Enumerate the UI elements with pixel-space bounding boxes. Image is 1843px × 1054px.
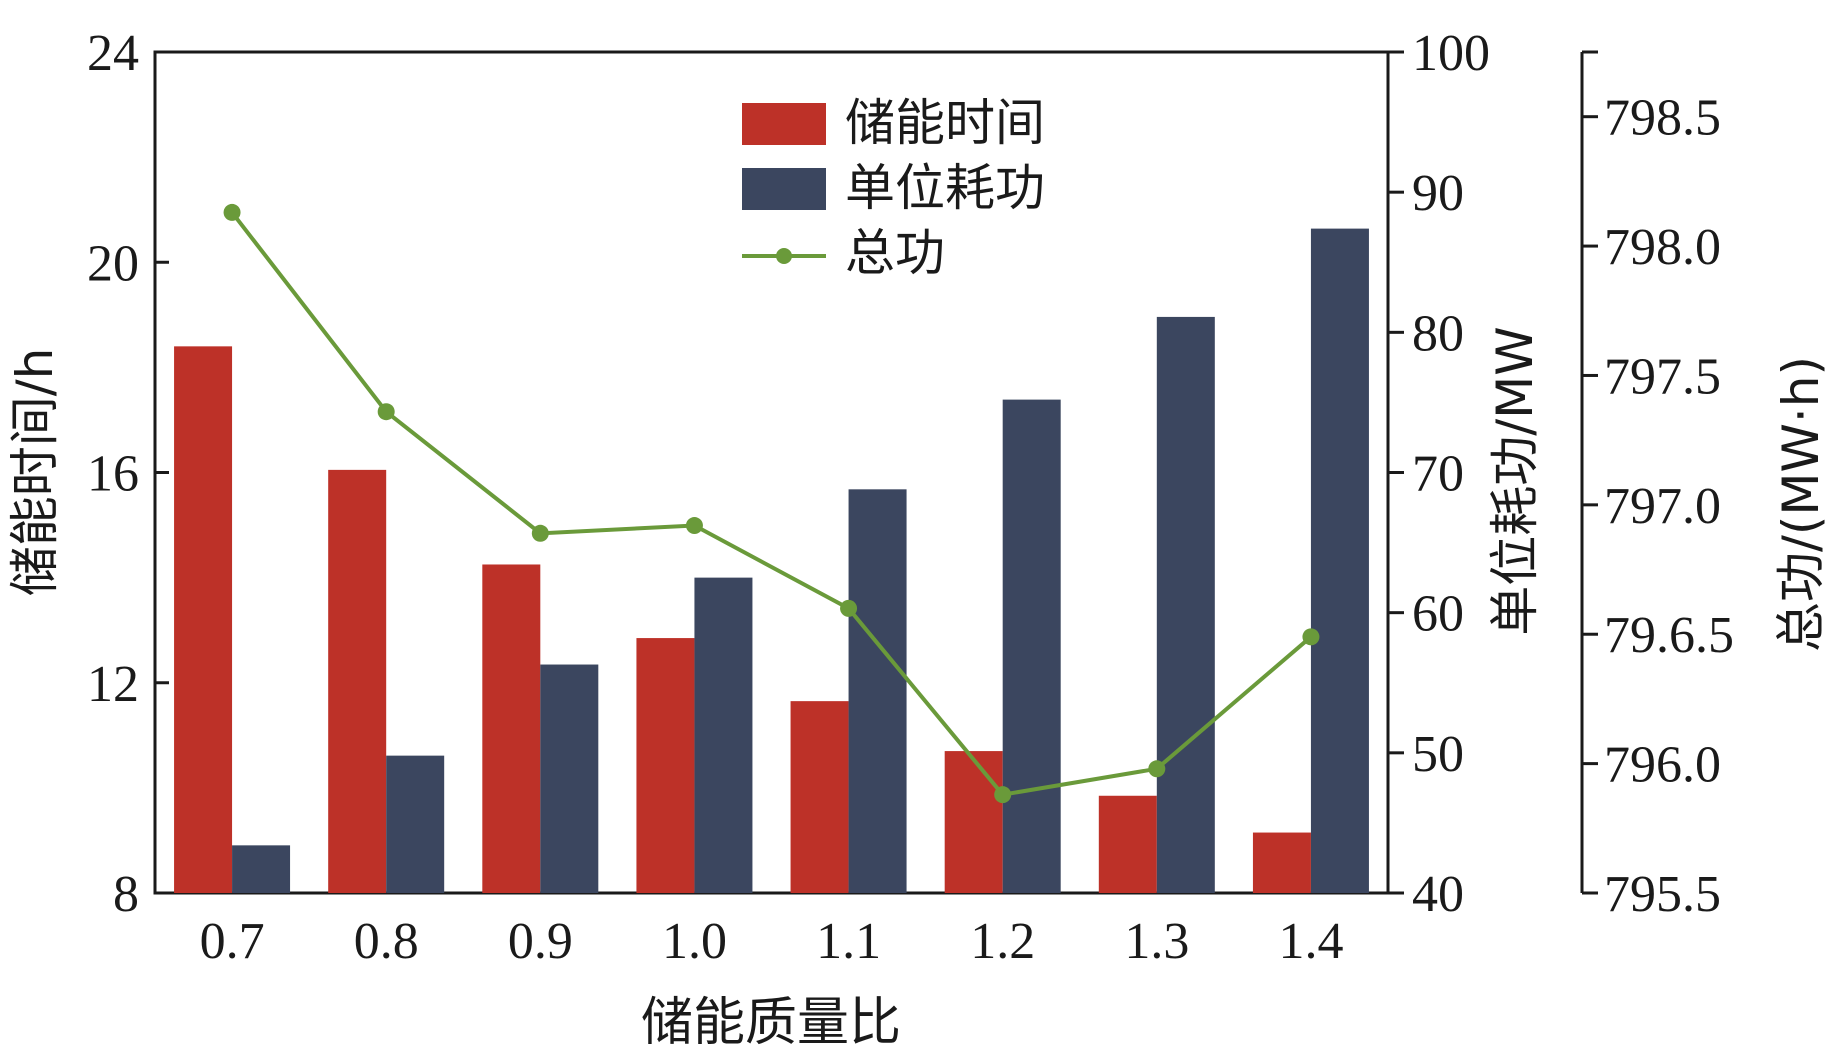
- y-left-tick-label: 16: [87, 446, 139, 503]
- y-right1-tick-label: 50: [1412, 726, 1464, 783]
- legend-swatch-unit-power: [742, 168, 826, 210]
- y-right2-tick-label: 797.5: [1604, 348, 1721, 405]
- bar-unit-power: [1310, 228, 1369, 894]
- y-left-tick-label: 8: [113, 866, 139, 923]
- x-tick-label: 1.4: [1278, 913, 1343, 970]
- y-right1-tick-label: 80: [1412, 305, 1464, 362]
- bar-unit-power: [232, 845, 291, 893]
- bar-unit-power: [694, 577, 753, 893]
- bar-storage-time: [328, 469, 387, 893]
- y-right2-tick-label: 795.5: [1604, 866, 1721, 923]
- bar-unit-power: [848, 489, 907, 893]
- y-right1-axis-title: 单位耗功/MW: [1486, 326, 1544, 635]
- bar-storage-time: [1252, 832, 1311, 893]
- bar-storage-time: [174, 346, 233, 894]
- x-tick-label: 1.2: [970, 913, 1035, 970]
- line-layer: [223, 203, 1320, 804]
- marker-total-work: [1302, 628, 1320, 646]
- bar-storage-time: [790, 701, 849, 893]
- y-left-tick-label: 24: [87, 25, 139, 82]
- bar-storage-time: [944, 751, 1003, 893]
- bar-unit-power: [1156, 316, 1215, 893]
- marker-total-work: [377, 403, 395, 421]
- y-right2-tick-label: 797.0: [1604, 478, 1721, 535]
- left-axis: 8 12 16 20 24: [87, 25, 169, 923]
- x-tick-label: 1.3: [1124, 913, 1189, 970]
- x-tick-label: 0.7: [200, 913, 265, 970]
- bars-layer: [174, 228, 1369, 894]
- bar-storage-time: [636, 638, 695, 893]
- y-right2-tick-label: 796.0: [1604, 737, 1721, 794]
- bar-storage-time: [1098, 795, 1157, 893]
- marker-total-work: [1148, 760, 1166, 778]
- y-left-axis-title: 储能时间/h: [6, 348, 64, 597]
- y-right1-tick-label: 100: [1412, 25, 1490, 82]
- x-tick-label: 1.1: [816, 913, 881, 970]
- legend-swatch-storage-time: [742, 103, 826, 145]
- legend-swatch-total-work-marker: [776, 248, 792, 264]
- y-right2-axis-title: 总功/(MW·h): [1772, 356, 1830, 652]
- y-right1-tick-label: 60: [1412, 586, 1464, 643]
- marker-total-work: [531, 524, 549, 542]
- bar-unit-power: [386, 755, 445, 893]
- marker-total-work: [223, 203, 241, 221]
- y-right2-tick-label: 79.6.5: [1604, 607, 1734, 664]
- legend-label-storage-time: 储能时间: [845, 94, 1045, 152]
- marker-total-work: [994, 786, 1012, 804]
- legend-label-unit-power: 单位耗功: [845, 159, 1045, 217]
- y-right1-tick-label: 40: [1412, 866, 1464, 923]
- right-axis-2: 795.5 796.0 79.6.5 797.0 797.5 798.0 798.5: [1580, 50, 1734, 923]
- legend-label-total-work: 总功: [845, 224, 945, 282]
- bar-storage-time: [482, 564, 541, 893]
- marker-total-work: [685, 517, 703, 535]
- y-left-tick-label: 12: [87, 656, 139, 713]
- right-axis-1: 40 50 60 70 80 90 100: [1388, 25, 1490, 923]
- y-right1-tick-label: 70: [1412, 446, 1464, 503]
- legend: 储能时间 单位耗功 总功: [742, 94, 1045, 282]
- x-tick-label: 0.8: [354, 913, 419, 970]
- y-right2-tick-label: 798.5: [1604, 90, 1721, 147]
- x-axis-title: 储能质量比: [641, 993, 901, 1053]
- line-total-work: [230, 211, 1313, 797]
- y-right1-tick-label: 90: [1412, 165, 1464, 222]
- bar-unit-power: [540, 664, 599, 893]
- x-tick-label: 1.0: [662, 913, 727, 970]
- marker-total-work: [840, 599, 858, 617]
- x-tick-label: 0.9: [508, 913, 573, 970]
- bar-unit-power: [1002, 399, 1061, 893]
- x-axis: 0.7 0.8 0.9 1.0 1.1 1.2 1.3 1.4: [200, 913, 1344, 970]
- y-left-tick-label: 20: [87, 235, 139, 292]
- y-right2-tick-label: 798.0: [1604, 219, 1721, 276]
